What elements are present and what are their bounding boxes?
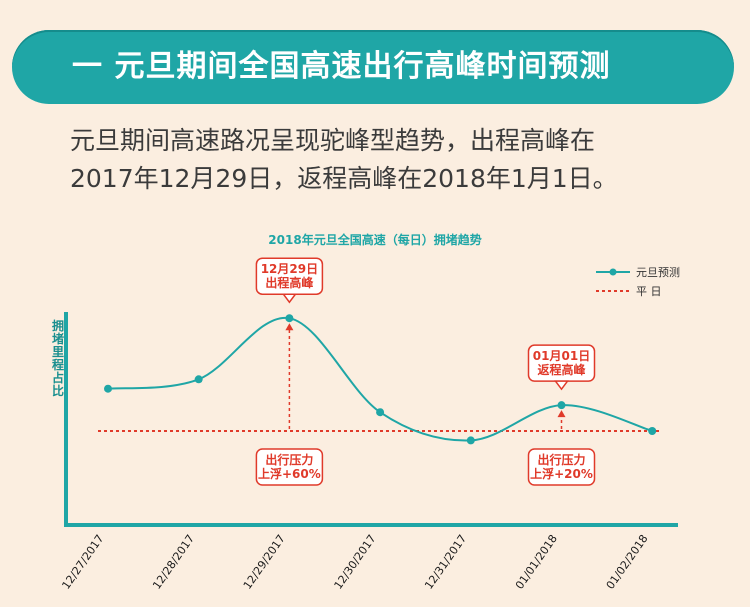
- section-banner: 一 元旦期间全国高速出行高峰时间预测: [12, 30, 734, 104]
- data-point: [466, 436, 475, 445]
- data-point: [194, 375, 203, 384]
- x-tick-label: 12/27/2017: [59, 532, 106, 591]
- x-tick-label: 12/30/2017: [332, 532, 379, 591]
- pressure-callout-box: [527, 448, 596, 486]
- legend-forecast-marker: [609, 268, 617, 276]
- pressure-callout-text: 上浮+60%: [258, 466, 321, 481]
- x-tick-label: 01/01/2018: [513, 532, 560, 591]
- chart-title: 2018年元旦全国高速（每日）拥堵趋势: [268, 232, 481, 247]
- y-axis-label-char: 拥: [52, 318, 64, 333]
- peak-callout-pointer: [281, 293, 297, 304]
- data-point: [285, 314, 294, 323]
- data-point: [648, 427, 657, 435]
- legend-forecast-label: 元旦预测: [636, 266, 680, 279]
- y-axis-label-char: 比: [52, 383, 64, 398]
- peak-callout-pointer: [554, 380, 569, 391]
- peak-callout-text: 12月29日: [261, 262, 318, 276]
- x-tick-label: 12/29/2017: [241, 532, 288, 591]
- intro-line-2: 2017年12月29日，返程高峰在2018年1月1日。: [70, 164, 618, 193]
- y-axis-label: 拥堵里程占比: [52, 318, 64, 398]
- peak-callout-text: 出程高峰: [265, 275, 314, 290]
- increase-arrow-head: [557, 410, 566, 418]
- peak-callout-text: 返程高峰: [537, 362, 586, 377]
- pressure-callout-text: 上浮+20%: [530, 466, 593, 481]
- increase-arrow-head: [285, 323, 294, 331]
- pressure-callout-box: [255, 448, 324, 486]
- peak-callout-text: 01月01日: [533, 349, 590, 363]
- data-point: [557, 401, 566, 410]
- section-title: 一 元旦期间全国高速出行高峰时间预测: [72, 49, 611, 84]
- intro-paragraph: 元旦期间高速路况呈现驼峰型趋势，出程高峰在 2017年12月29日，返程高峰在2…: [70, 122, 710, 198]
- y-axis-label-char: 占: [52, 370, 64, 385]
- x-tick-label: 01/02/2018: [604, 532, 651, 591]
- y-axis-label-char: 程: [52, 357, 64, 372]
- legend-baseline-label: 平 日: [636, 285, 662, 298]
- data-point: [376, 408, 385, 417]
- pressure-callout-text: 出行压力: [265, 452, 313, 467]
- pressure-callout-text: 出行压力: [537, 452, 585, 467]
- x-tick-label: 12/31/2017: [422, 532, 469, 591]
- chart-legend: 元旦预测 平 日: [596, 266, 680, 298]
- x-tick-label: 12/28/2017: [150, 532, 197, 591]
- y-axis-label-text: 拥堵里程占比: [52, 318, 64, 398]
- intro-line-1: 元旦期间高速路况呈现驼峰型趋势，出程高峰在: [70, 126, 596, 155]
- chart-axes: [64, 312, 678, 527]
- y-axis-label-char: 堵: [52, 331, 64, 346]
- data-point: [104, 384, 112, 393]
- y-axis-label-char: 里: [52, 344, 64, 359]
